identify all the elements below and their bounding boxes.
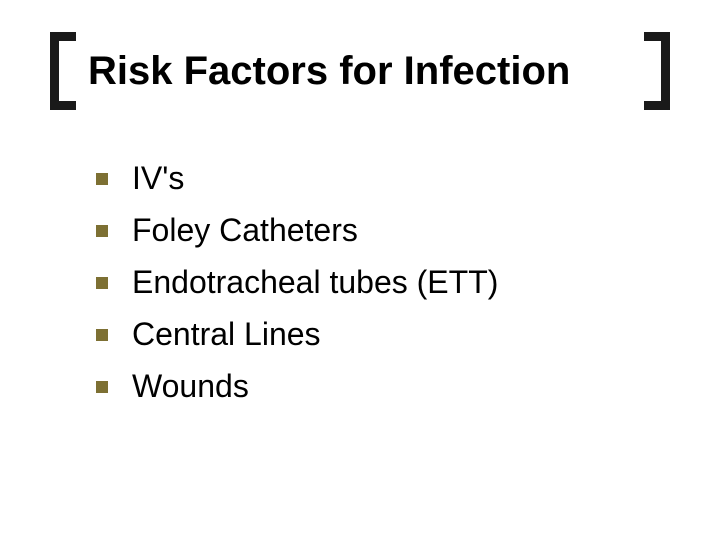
- list-item: Central Lines: [96, 314, 656, 354]
- bullet-text: Foley Catheters: [132, 210, 358, 250]
- square-bullet-icon: [96, 277, 108, 289]
- square-bullet-icon: [96, 225, 108, 237]
- bullet-text: Endotracheal tubes (ETT): [132, 262, 498, 302]
- list-item: Wounds: [96, 366, 656, 406]
- slide-title: Risk Factors for Infection: [88, 51, 570, 91]
- square-bullet-icon: [96, 329, 108, 341]
- list-item: Endotracheal tubes (ETT): [96, 262, 656, 302]
- list-item: Foley Catheters: [96, 210, 656, 250]
- title-bracket-frame: Risk Factors for Infection: [50, 32, 670, 110]
- square-bullet-icon: [96, 173, 108, 185]
- bullet-text: Wounds: [132, 366, 249, 406]
- slide: Risk Factors for Infection IV's Foley Ca…: [0, 0, 720, 540]
- square-bullet-icon: [96, 381, 108, 393]
- bullet-text: IV's: [132, 158, 184, 198]
- list-item: IV's: [96, 158, 656, 198]
- left-bracket-icon: [50, 32, 76, 110]
- right-bracket-icon: [644, 32, 670, 110]
- bullet-text: Central Lines: [132, 314, 321, 354]
- bullet-list: IV's Foley Catheters Endotracheal tubes …: [96, 158, 656, 418]
